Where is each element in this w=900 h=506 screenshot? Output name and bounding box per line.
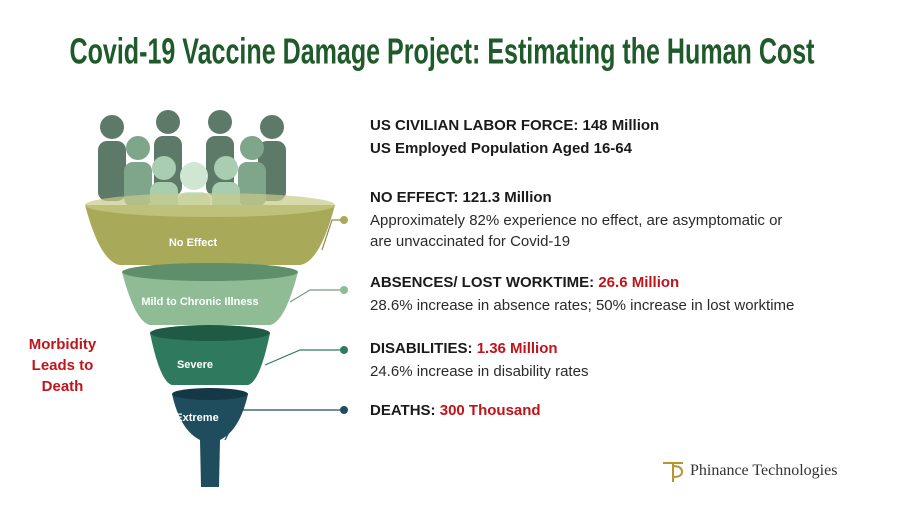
item-value: 1.36 Million — [476, 340, 558, 357]
connectors — [224, 219, 344, 441]
item-label: DISABILITIES: — [370, 340, 473, 357]
summary-line: US CIVILIAN LABOR FORCE: 148 Million — [370, 117, 660, 134]
item: NO EFFECT: 121.3 Million Approximately 82… — [370, 189, 782, 252]
item: ABSENCES/ LOST WORKTIME: 26.6 Million 28.… — [370, 274, 794, 316]
description-line: 28.6% increase in absence rates; 50% inc… — [370, 297, 795, 314]
item-heading: DISABILITIES: 1.36 Million — [370, 340, 588, 357]
item-value: 26.6 Million — [598, 274, 680, 291]
stage-label: Extreme — [175, 412, 218, 424]
item: DEATHS: 300 Thousand — [370, 402, 541, 423]
stage-label: Mild to Chronic Illness — [141, 296, 258, 308]
description-line: Approximately 82% experience no effect, … — [370, 212, 783, 229]
title: Covid-19 Vaccine Damage Project: Estimat… — [70, 31, 815, 72]
description-line: are unvaccinated for Covid-19 — [370, 233, 571, 250]
item: DISABILITIES: 1.36 Million 24.6% increase… — [370, 340, 588, 382]
item-heading: ABSENCES/ LOST WORKTIME: 26.6 Million — [370, 274, 794, 291]
item-description: 24.6% increase in disability rates — [370, 361, 588, 382]
item-description: Approximately 82% experience no effect, … — [370, 210, 782, 252]
item-description: 28.6% increase in absence rates; 50% inc… — [370, 295, 794, 316]
item-heading: DEATHS: 300 Thousand — [370, 402, 541, 419]
logo-name: Phinance Technologies — [690, 462, 838, 479]
description-line: 24.6% increase in disability rates — [370, 363, 589, 380]
item-heading: NO EFFECT: 121.3 Million — [370, 189, 782, 206]
item-value: 121.3 Million — [462, 189, 552, 206]
item-label: NO EFFECT: — [370, 189, 459, 206]
item-label: DEATHS: — [370, 402, 436, 419]
connector-dots — [340, 216, 348, 414]
item-label: ABSENCES/ LOST WORKTIME: — [370, 274, 595, 291]
stage-label: No Effect — [169, 237, 218, 249]
logo-mark — [663, 462, 684, 482]
side-label: Morbidity Leads to Death — [28, 336, 97, 395]
stage-label: Severe — [177, 359, 213, 371]
item-value: 300 Thousand — [439, 402, 541, 419]
funnel — [85, 193, 335, 487]
summary-line: US Employed Population Aged 16-64 — [370, 140, 632, 157]
